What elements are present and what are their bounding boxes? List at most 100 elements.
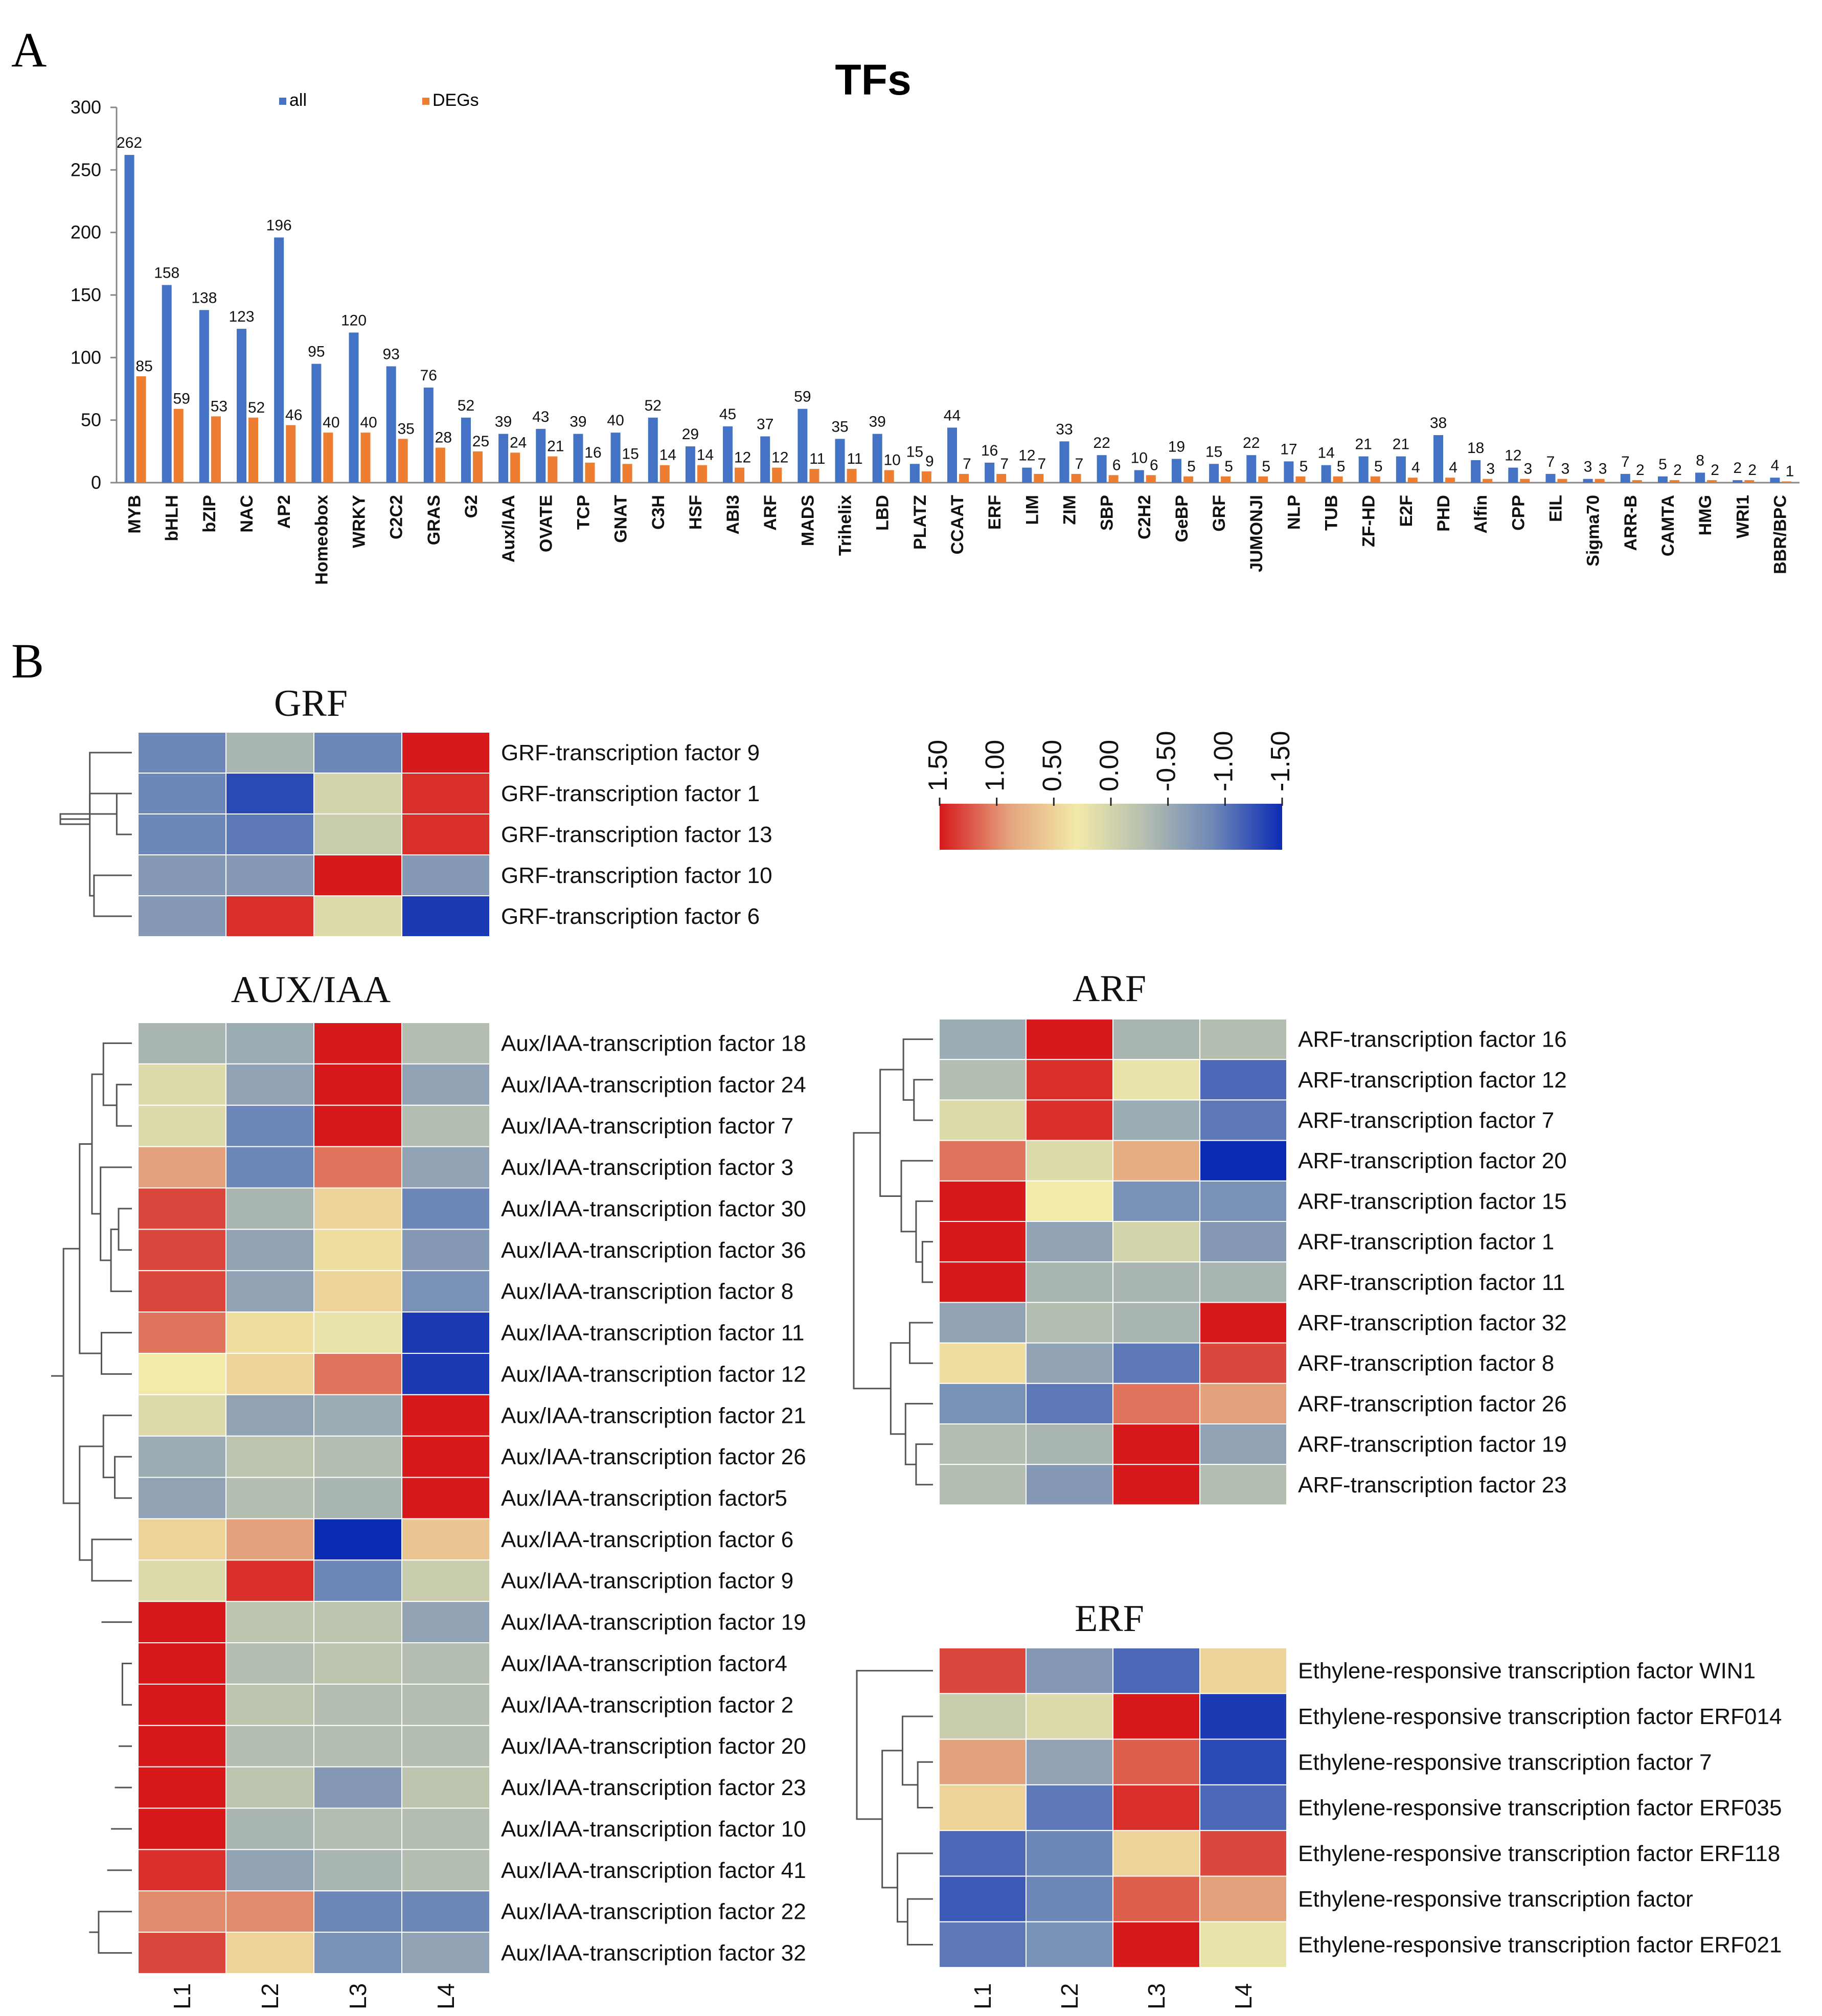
heatmap-cell: [225, 1725, 314, 1768]
dendrogram-branch: [921, 1241, 933, 1283]
bar-degs-6: [360, 433, 371, 483]
x-tick-label: GRF: [1210, 495, 1229, 532]
data-label-all: 19: [1168, 439, 1185, 456]
x-tick-label: OVATE: [536, 495, 556, 552]
heatmap-erf: ERF Ethylene-responsive transcription fac…: [856, 1598, 1782, 2009]
data-label-degs: 15: [622, 445, 639, 462]
bar-all-21: [909, 464, 920, 483]
heatmap-cell: [225, 773, 314, 814]
data-label-degs: 85: [135, 358, 152, 375]
heatmap-cell: [313, 1601, 402, 1644]
heatmap-cell: [1026, 1342, 1113, 1384]
bar-all-37: [1508, 467, 1518, 483]
data-label-degs: 7: [963, 456, 971, 472]
bar-degs-29: [1221, 476, 1231, 483]
heatmap-cell: [225, 1352, 314, 1395]
data-label-degs: 3: [1561, 461, 1570, 478]
heatmap-cell: [225, 1394, 314, 1437]
heatmap-cell: [401, 854, 490, 896]
bar-all-32: [1321, 465, 1331, 483]
row-label: ARF-transcription factor 20: [1298, 1148, 1567, 1173]
bar-all-17: [760, 436, 770, 483]
bar-all-24: [1022, 467, 1032, 483]
bar-degs-18: [809, 469, 819, 483]
column-label: L3: [345, 1983, 371, 2009]
heatmap-cell: [225, 1104, 314, 1147]
dendrogram-branch: [110, 1228, 132, 1293]
heatmap-cell: [313, 1146, 402, 1189]
heatmap-cell: [313, 1187, 402, 1230]
heatmap-cell: [1112, 1018, 1200, 1060]
heatmap-cell: [138, 1022, 226, 1064]
heatmap-cell: [939, 1738, 1027, 1785]
data-label-degs: 16: [584, 444, 601, 461]
x-tick-label: C3H: [649, 495, 668, 530]
colorbar-tick-label: -1.00: [1209, 731, 1238, 791]
dendrogram-branch: [60, 792, 132, 820]
data-label-all: 196: [266, 217, 292, 234]
bar-degs-8: [435, 447, 445, 483]
heatmap-cell: [1199, 1342, 1287, 1384]
bar-degs-7: [398, 439, 408, 483]
heatmap-cell: [1112, 1921, 1200, 1968]
x-tick-label: GRAS: [424, 495, 444, 545]
x-tick-label: HMG: [1696, 495, 1715, 535]
bar-degs-15: [697, 465, 707, 483]
heatmap-cell: [225, 1849, 314, 1892]
heatmap-cell: [138, 1352, 226, 1395]
heatmap-cell: [1112, 1875, 1200, 1922]
dendrogram-branch: [114, 1456, 132, 1499]
bar-all-41: [1657, 476, 1668, 483]
data-label-all: 44: [944, 407, 961, 424]
heatmap-cell: [225, 854, 314, 896]
heatmap-cell: [1199, 1830, 1287, 1877]
colorbar-tick-label: 1.50: [923, 740, 953, 791]
row-label: ARF-transcription factor 11: [1298, 1270, 1565, 1295]
heatmap-cell: [138, 895, 226, 937]
data-label-degs: 46: [285, 406, 302, 423]
x-tick-label: PHD: [1434, 495, 1453, 532]
data-label-all: 17: [1280, 441, 1297, 458]
heatmap-cell: [1112, 1464, 1200, 1506]
row-label: Aux/IAA-transcription factor 7: [501, 1114, 793, 1139]
bar-all-29: [1209, 464, 1219, 483]
dendrogram-branch: [91, 1073, 104, 1215]
x-tick-label: EIL: [1546, 495, 1565, 522]
data-label-all: 52: [458, 397, 474, 414]
bar-degs-40: [1632, 480, 1642, 483]
heatmap-cell: [313, 1270, 402, 1313]
x-tick-label: MADS: [798, 495, 817, 546]
data-label-degs: 6: [1112, 457, 1121, 473]
data-label-all: 39: [570, 414, 586, 431]
heatmap-cell: [138, 1601, 226, 1644]
data-label-degs: 11: [847, 450, 862, 467]
bar-all-44: [1770, 478, 1780, 483]
data-label-all: 15: [1205, 443, 1222, 460]
row-label: ARF-transcription factor 7: [1298, 1108, 1554, 1133]
column-label: L2: [1056, 1983, 1083, 2009]
dendrogram-branch: [116, 792, 132, 835]
x-tick-label: AP2: [275, 495, 294, 529]
heatmap-cell: [138, 1849, 226, 1892]
heatmap-cell: [225, 1146, 314, 1189]
heatmap-cell: [313, 1890, 402, 1933]
column-label: L4: [432, 1983, 459, 2009]
row-label: GRF-transcription factor 9: [501, 740, 760, 765]
bar-all-0: [124, 154, 134, 483]
heatmap-cell: [1026, 1738, 1113, 1785]
heatmap-cell: [1026, 1099, 1113, 1141]
heatmap-cell: [939, 1423, 1027, 1465]
bar-all-15: [685, 446, 695, 483]
bar-degs-41: [1669, 480, 1679, 483]
data-label-all: 22: [1243, 435, 1260, 451]
heatmap-cell: [138, 1063, 226, 1106]
heatmap-cell: [1026, 1018, 1113, 1060]
heatmap-cell: [225, 1683, 314, 1726]
x-tick-label: TCP: [574, 495, 593, 530]
heatmap-cell: [313, 1022, 402, 1064]
heatmap-cell: [225, 895, 314, 937]
data-label-degs: 5: [1262, 458, 1270, 475]
bar-all-13: [610, 433, 621, 483]
heatmap-cell: [939, 1693, 1027, 1740]
